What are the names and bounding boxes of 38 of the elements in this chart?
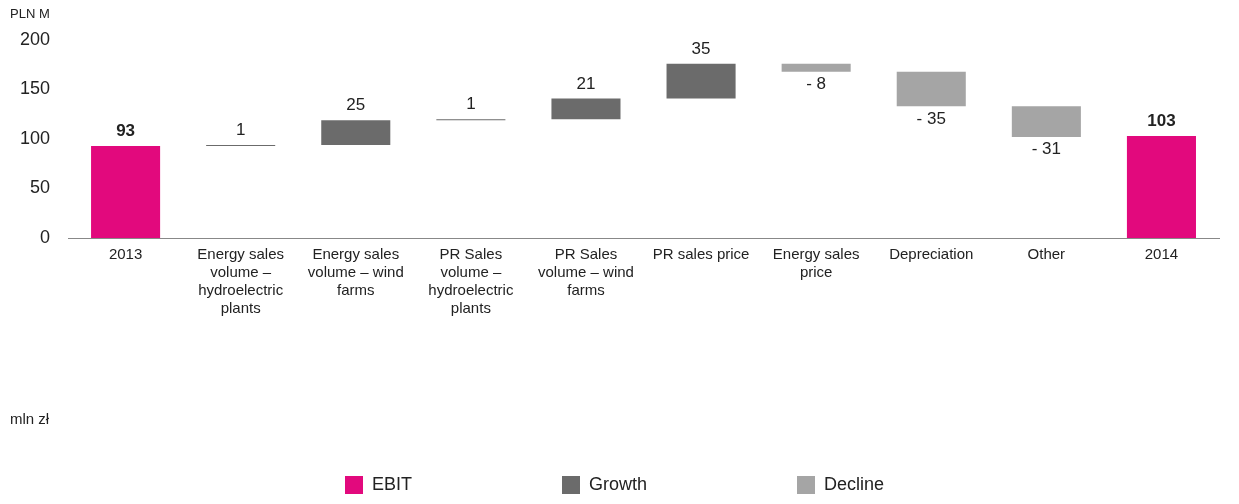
y-axis-title: PLN M	[10, 6, 50, 22]
text: mln zł	[10, 410, 50, 427]
bar	[91, 145, 161, 238]
data-label: 25	[346, 95, 366, 115]
x-tick-label: PR Sales volume – hydroelectric plants	[428, 245, 514, 317]
bar	[666, 63, 736, 99]
bar	[1126, 136, 1196, 238]
x-tick-label: Other	[1027, 245, 1066, 263]
x-tick-label: Energy sales price	[772, 245, 860, 281]
x-tick-label: Depreciation	[889, 245, 974, 263]
data-label: 1	[466, 94, 476, 114]
bar	[781, 63, 851, 72]
x-tick-label: Energy sales volume – hydroelectric plants	[197, 245, 285, 317]
x-tick-label: PR Sales volume – wind farms	[538, 245, 634, 299]
legend-label: EBIT	[371, 473, 412, 494]
y-tick-label: 50	[30, 177, 51, 198]
legend-label: Decline	[824, 473, 885, 494]
data-label: 93	[116, 121, 136, 141]
data-label: - 8	[806, 73, 827, 93]
bar	[551, 98, 621, 120]
legend-label: Growth	[588, 473, 648, 494]
data-label: - 35	[916, 108, 946, 128]
data-label: 103	[1147, 111, 1176, 131]
bar	[1011, 106, 1081, 138]
data-label: 1	[235, 120, 246, 140]
bar	[896, 71, 966, 107]
data-label: 35	[691, 38, 711, 58]
data-label: 21	[576, 73, 596, 93]
x-tick-label: Energy sales volume – wind farms	[307, 245, 404, 299]
y-tick-label: 0	[40, 226, 51, 247]
y-tick-label: 100	[19, 127, 51, 148]
y-tick-label: 200	[19, 28, 51, 49]
bar	[321, 120, 391, 145]
x-tick-label: 2013	[108, 245, 143, 263]
data-label: - 31	[1031, 139, 1061, 159]
x-tick-label: PR sales price	[652, 245, 750, 263]
y-tick-label: 150	[19, 78, 51, 99]
x-tick-label: 2014	[1144, 245, 1179, 263]
